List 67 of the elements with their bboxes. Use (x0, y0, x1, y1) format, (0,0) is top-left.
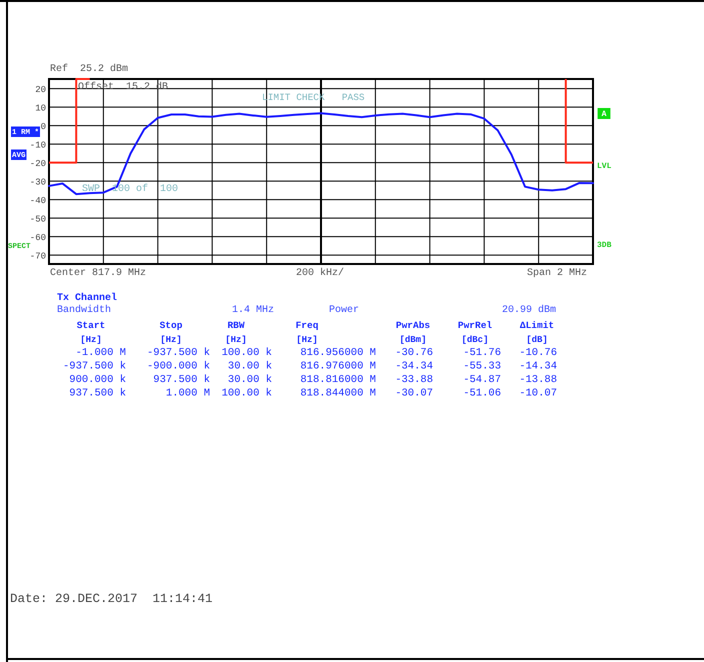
text: 100.00 k (222, 347, 272, 359)
text: [dBc] (461, 335, 489, 345)
text: -51.06 (463, 388, 501, 400)
y-tick-label: 20 (35, 84, 46, 95)
text: [Hz] (160, 335, 182, 345)
text: Stop (160, 320, 183, 331)
text: Start (76, 320, 106, 331)
text: -937.500 k (146, 347, 210, 359)
text: 1.000 M (166, 388, 210, 400)
text: 20.99 dBm (502, 304, 556, 316)
text: Tx Channel (57, 292, 118, 304)
text: Center 817.9 MHz (50, 268, 146, 279)
y-tick-label: -50 (30, 214, 46, 224)
annotation: SWP 100 of 100 (82, 183, 178, 195)
text: -10.76 (519, 347, 557, 359)
y-tick-label: -20 (30, 158, 46, 169)
text: 30.00 k (228, 374, 272, 386)
text: 816.976000 M (300, 360, 376, 372)
y-tick-label: 0 (40, 122, 46, 132)
y-tick-label: -40 (30, 196, 46, 206)
text: [dBm] (399, 335, 427, 345)
text: LVL (597, 162, 612, 171)
text: 30.00 k (228, 360, 272, 372)
text: -937.500 k (62, 360, 126, 372)
text: 937.500 k (69, 388, 126, 400)
text: PwrAbs (396, 320, 430, 331)
text: -54.87 (463, 374, 501, 386)
text: 100.00 k (222, 388, 272, 400)
y-tick-label: 10 (35, 103, 46, 114)
text: 1.4 MHz (232, 305, 274, 316)
text: -30.76 (395, 347, 433, 359)
text: [dB] (526, 335, 548, 345)
y-tick-label: -60 (30, 232, 46, 243)
text: Freq (296, 320, 319, 331)
text: Power (329, 305, 360, 316)
text: 937.500 k (153, 374, 210, 386)
text: ΔLimit (520, 320, 554, 331)
y-tick-label: -30 (30, 177, 46, 188)
text: [Hz] (225, 335, 247, 345)
text: Ref 25.2 dBm (50, 63, 128, 75)
text: -10.07 (519, 388, 557, 400)
text: [Hz] (296, 335, 318, 345)
text: -14.34 (519, 360, 557, 372)
text: -1.000 M (76, 347, 126, 359)
text: 818.816000 M (300, 374, 376, 386)
text: Span 2 MHz (527, 268, 588, 279)
text: PwrRel (458, 320, 492, 331)
line-series (48, 112, 594, 196)
text: -13.88 (519, 374, 557, 386)
text: RBW (227, 320, 245, 331)
y-tick-label: -10 (30, 140, 46, 150)
text: 818.844000 M (300, 388, 376, 400)
text: 816.956000 M (300, 347, 376, 359)
y-tick-label: -70 (30, 251, 46, 262)
text: -51.76 (463, 347, 501, 359)
text: 900.000 k (69, 374, 126, 386)
text: -900.000 k (146, 360, 210, 372)
text: -34.34 (395, 360, 433, 372)
text: -33.88 (395, 374, 433, 386)
text: 200 kHz/ (296, 267, 344, 279)
text: 3DB (597, 241, 612, 250)
text: -30.07 (395, 388, 433, 400)
text: -55.33 (463, 360, 501, 372)
text: A (602, 110, 607, 119)
text: Date: 29.DEC.2017 11:14:41 (10, 592, 213, 606)
text: Bandwidth (57, 304, 112, 316)
text: [Hz] (80, 335, 102, 345)
